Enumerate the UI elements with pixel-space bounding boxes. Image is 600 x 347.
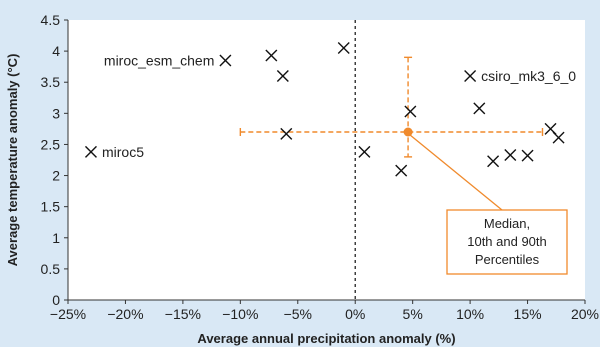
y-tick-label: 0 [52, 292, 60, 308]
data-point [552, 131, 565, 144]
data-point [464, 70, 477, 82]
data-point-stroke [84, 145, 97, 158]
y-tick-label: 1 [52, 230, 60, 246]
y-tick-label: 2 [52, 168, 60, 184]
data-point-stroke [358, 145, 371, 158]
median-percentile-group [239, 56, 544, 158]
annotation-text-line: Percentiles [475, 252, 540, 267]
annotation-box [446, 209, 568, 275]
x-tick-label: 5% [403, 306, 423, 322]
data-point [521, 149, 534, 162]
y-tick-label: 2.5 [41, 136, 61, 152]
y-tick-label: 3 [52, 105, 60, 121]
data-point-stroke [219, 54, 232, 67]
annotation-leader-line [409, 134, 503, 211]
y-tick-label: 3.5 [41, 74, 61, 90]
data-point [276, 70, 289, 82]
y-tick-label: 4.5 [41, 12, 61, 28]
data-point [504, 149, 517, 162]
x-ticks: −25% −20% −15% −10% −5% 0% 5% 10% 15% 20% [50, 300, 599, 322]
data-point-stroke [504, 149, 517, 162]
axes [67, 20, 585, 301]
x-tick-label: −5% [284, 306, 312, 322]
data-point [358, 145, 371, 158]
data-point-stroke [280, 127, 293, 140]
data-point-stroke [487, 155, 500, 168]
data-point-stroke [552, 131, 565, 144]
annotation-text-line: Median, [484, 216, 530, 231]
y-ticks: 0 0.5 1 1.5 2 2.5 3 3.5 4 4.5 [41, 12, 68, 308]
x-tick-label: 0% [345, 306, 365, 322]
data-point [84, 145, 97, 158]
x-tick-label: −15% [165, 306, 201, 322]
x-tick-label: 20% [571, 306, 599, 322]
data-point-stroke [473, 102, 486, 115]
data-point [265, 49, 278, 62]
x-tick-label: 15% [514, 306, 542, 322]
data-point-stroke [544, 122, 557, 135]
y-tick-label: 1.5 [41, 199, 61, 215]
data-point-stroke [464, 70, 477, 82]
data-point-stroke [521, 149, 534, 162]
data-point [395, 164, 408, 177]
data-point-stroke [395, 164, 408, 177]
data-point-stroke [276, 70, 289, 82]
data-points: miroc5 miroc_esm_chem csiro_mk3_6_0 [84, 42, 576, 177]
y-axis-label: Average temperature anomaly (°C) [5, 54, 20, 267]
data-point-stroke [404, 105, 417, 118]
x-axis-label: Average annual precipitation anomaly (%) [197, 331, 455, 346]
data-point [219, 54, 232, 67]
data-point-label: miroc5 [102, 144, 144, 160]
data-point-stroke [337, 42, 350, 54]
data-point [487, 155, 500, 168]
x-tick-label: −25% [50, 306, 86, 322]
annotation-group: Median, 10th and 90th Percentiles [409, 134, 568, 275]
data-point [473, 102, 486, 115]
annotation-text-line: 10th and 90th [467, 234, 547, 249]
data-point-stroke [265, 49, 278, 62]
data-point [280, 127, 293, 140]
data-point-label: csiro_mk3_6_0 [481, 68, 576, 84]
x-tick-label: −10% [222, 306, 258, 322]
data-point [404, 105, 417, 118]
y-tick-label: 0.5 [41, 261, 61, 277]
data-point-label: miroc_esm_chem [104, 52, 214, 68]
x-tick-label: −20% [107, 306, 143, 322]
data-point [337, 42, 350, 54]
x-tick-label: 10% [456, 306, 484, 322]
y-tick-label: 4 [52, 43, 60, 59]
median-point [403, 127, 413, 137]
